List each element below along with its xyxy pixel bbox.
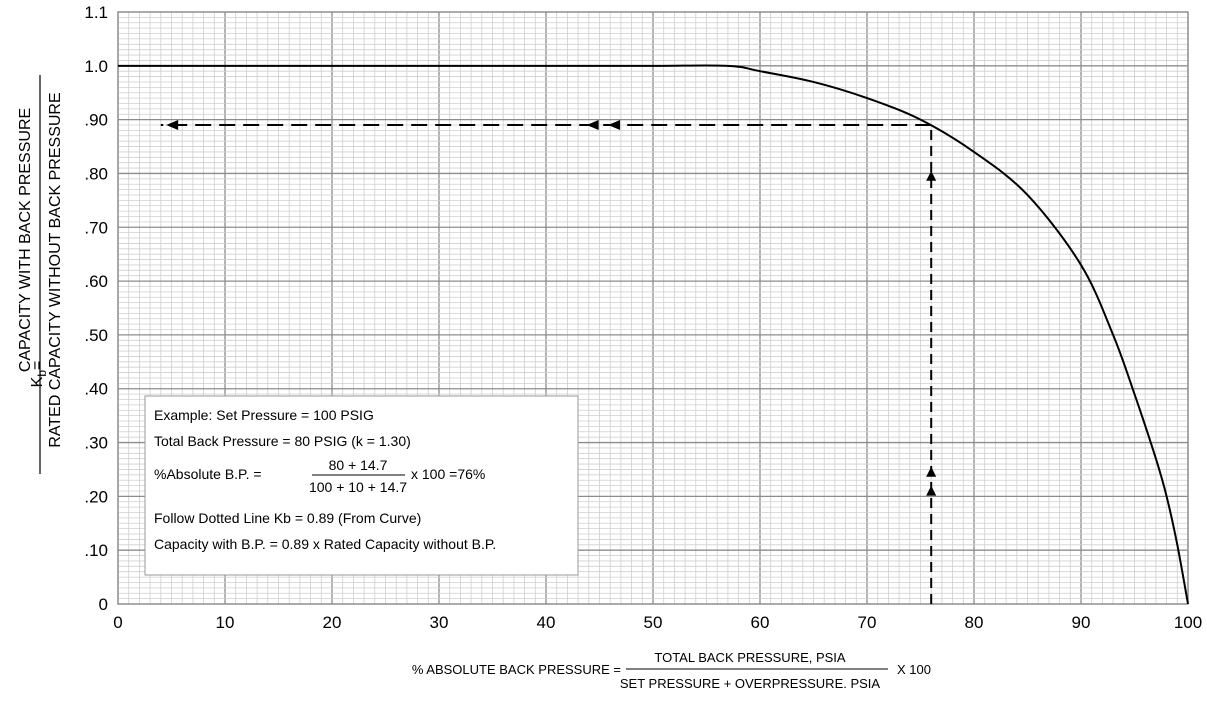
x-tick-label: 40 — [537, 613, 556, 632]
x-axis-label-numerator: TOTAL BACK PRESSURE, PSIA — [654, 650, 846, 665]
arrow-up-icon — [926, 466, 937, 477]
x-axis-label-suffix: X 100 — [897, 662, 931, 677]
y-tick-labels: 0 .10 .20 .30 .40 .50 .60 .70 .80 .90 1.0 1.1 — [84, 3, 108, 614]
y-tick-label: .80 — [84, 164, 108, 183]
guide-lines — [160, 120, 937, 604]
x-tick-label: 100 — [1174, 613, 1202, 632]
example-line-5: Capacity with B.P. = 0.89 x Rated Capaci… — [154, 536, 496, 552]
arrow-left-icon — [586, 120, 599, 131]
x-tick-label: 70 — [858, 613, 877, 632]
x-tick-label: 90 — [1072, 613, 1091, 632]
x-tick-label: 20 — [323, 613, 342, 632]
example-line-3-suffix: x 100 =76% — [411, 466, 485, 482]
y-axis-label-numerator: CAPACITY WITH BACK PRESSURE — [17, 108, 34, 372]
example-line-3-denominator: 100 + 10 + 14.7 — [309, 479, 407, 495]
y-tick-label: 0 — [99, 595, 108, 614]
example-box-frame — [144, 395, 579, 576]
y-axis-label: Kb= CAPACITY WITH BACK PRESSURE RATED CA… — [17, 75, 64, 474]
arrow-up-icon — [926, 485, 937, 496]
y-tick-label: .90 — [84, 111, 108, 130]
example-line-4: Follow Dotted Line Kb = 0.89 (From Curve… — [154, 510, 421, 526]
example-line-3-prefix: %Absolute B.P. = — [154, 466, 262, 482]
example-line-1: Example: Set Pressure = 100 PSIG — [154, 407, 374, 423]
arrow-left-icon — [608, 120, 621, 131]
y-tick-label: .40 — [84, 380, 108, 399]
example-line-2: Total Back Pressure = 80 PSIG (k = 1.30) — [154, 433, 411, 449]
y-tick-label: 1.1 — [84, 3, 108, 22]
x-axis-label: % ABSOLUTE BACK PRESSURE = TOTAL BACK PR… — [412, 650, 931, 691]
x-tick-label: 30 — [430, 613, 449, 632]
x-tick-labels: 0 10 20 30 40 50 60 70 80 90 100 — [113, 613, 1202, 632]
x-tick-label: 80 — [965, 613, 984, 632]
y-tick-label: .50 — [84, 326, 108, 345]
y-tick-label: 1.0 — [84, 57, 108, 76]
x-axis-label-denominator: SET PRESSURE + OVERPRESSURE. PSIA — [620, 676, 881, 691]
kb-curve — [118, 64, 1189, 605]
example-line-3-numerator: 80 + 14.7 — [329, 457, 388, 473]
plot-frame — [117, 11, 1189, 605]
x-tick-label: 50 — [644, 613, 663, 632]
y-axis-label-denominator: RATED CAPACITY WITHOUT BACK PRESSURE — [47, 92, 64, 447]
arrow-left-icon — [166, 120, 179, 131]
x-tick-label: 10 — [216, 613, 235, 632]
y-tick-label: .70 — [84, 218, 108, 237]
y-tick-label: .30 — [84, 434, 108, 453]
x-tick-label: 0 — [113, 613, 122, 632]
arrow-up-icon — [926, 170, 937, 181]
y-tick-label: .20 — [84, 487, 108, 506]
y-axis-label-k: Kb= — [29, 361, 49, 388]
y-tick-label: .60 — [84, 272, 108, 291]
x-axis-label-prefix: % ABSOLUTE BACK PRESSURE = — [412, 662, 621, 677]
x-tick-label: 60 — [751, 613, 770, 632]
y-tick-label: .10 — [84, 541, 108, 560]
example-box: Example: Set Pressure = 100 PSIG Total B… — [144, 395, 579, 576]
